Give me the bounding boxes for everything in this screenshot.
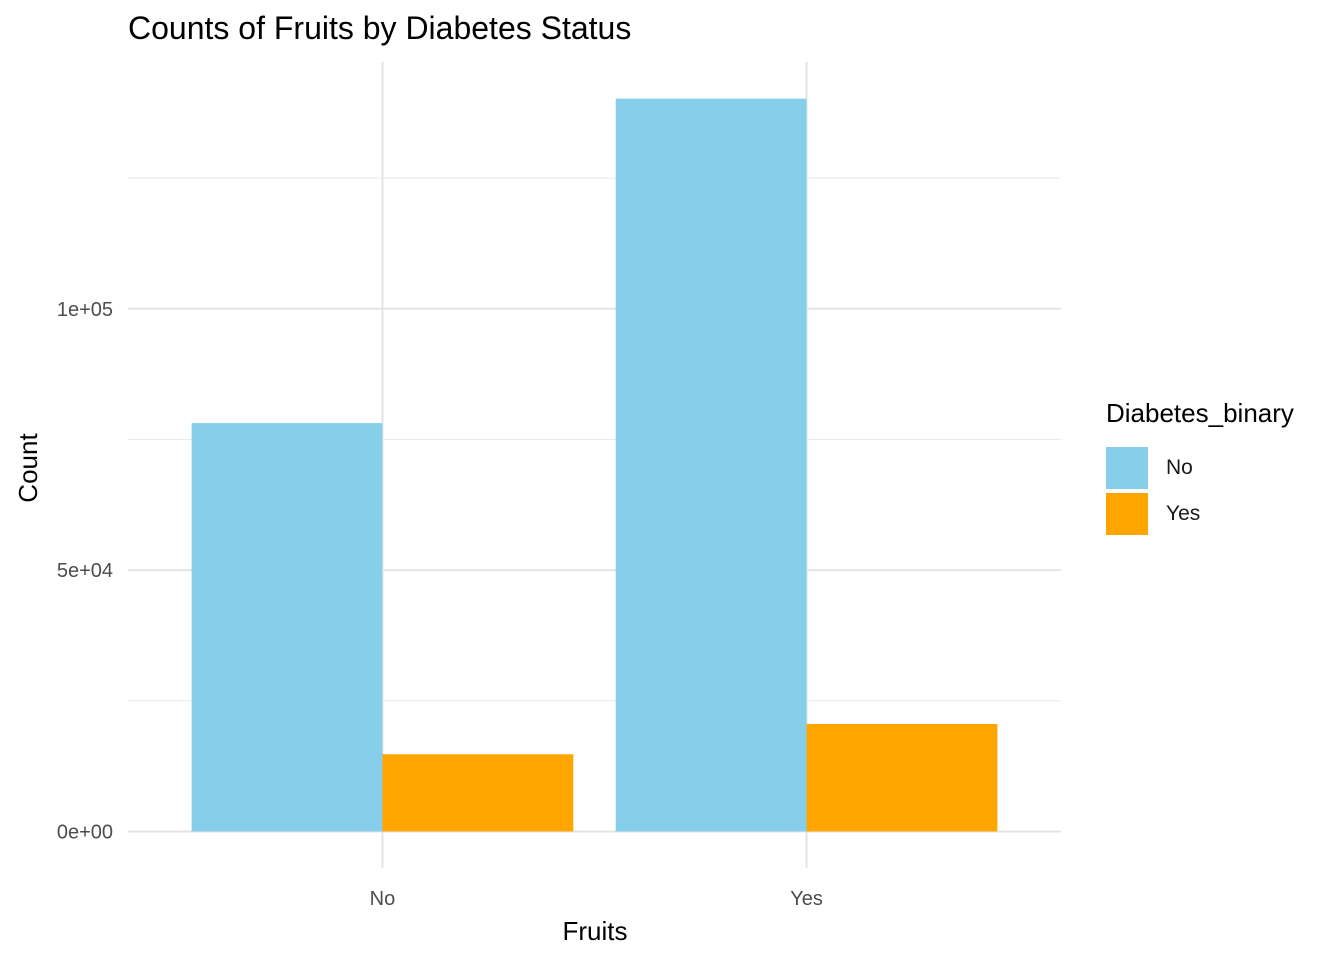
legend-key-yes bbox=[1106, 493, 1148, 535]
legend-item-no: No bbox=[1106, 445, 1294, 491]
bar-yes-no bbox=[615, 98, 807, 832]
legend-title: Diabetes_binary bbox=[1106, 398, 1294, 428]
x-tick-label: Yes bbox=[790, 888, 823, 910]
x-axis-title: Fruits bbox=[563, 916, 628, 946]
y-tick-label: 5e+04 bbox=[57, 560, 113, 582]
legend-item-yes: Yes bbox=[1106, 491, 1294, 537]
legend-label-no: No bbox=[1166, 456, 1193, 479]
bar-no-no bbox=[191, 423, 383, 832]
bar-yes-yes bbox=[806, 723, 998, 832]
legend-key-no bbox=[1106, 447, 1148, 489]
legend-label-yes: Yes bbox=[1166, 502, 1201, 525]
y-tick-label: 1e+05 bbox=[57, 299, 113, 321]
y-axis-title: Count bbox=[13, 433, 43, 503]
ticks-layer: 0e+00 5e+04 1e+05 No Yes bbox=[57, 299, 823, 910]
bars-layer bbox=[191, 98, 998, 832]
y-tick-label: 0e+00 bbox=[57, 821, 113, 843]
bar-no-yes bbox=[382, 754, 574, 832]
legend: Diabetes_binary No Yes bbox=[1106, 398, 1294, 537]
chart-title: Counts of Fruits by Diabetes Status bbox=[128, 10, 632, 46]
x-tick-label: No bbox=[370, 888, 396, 910]
